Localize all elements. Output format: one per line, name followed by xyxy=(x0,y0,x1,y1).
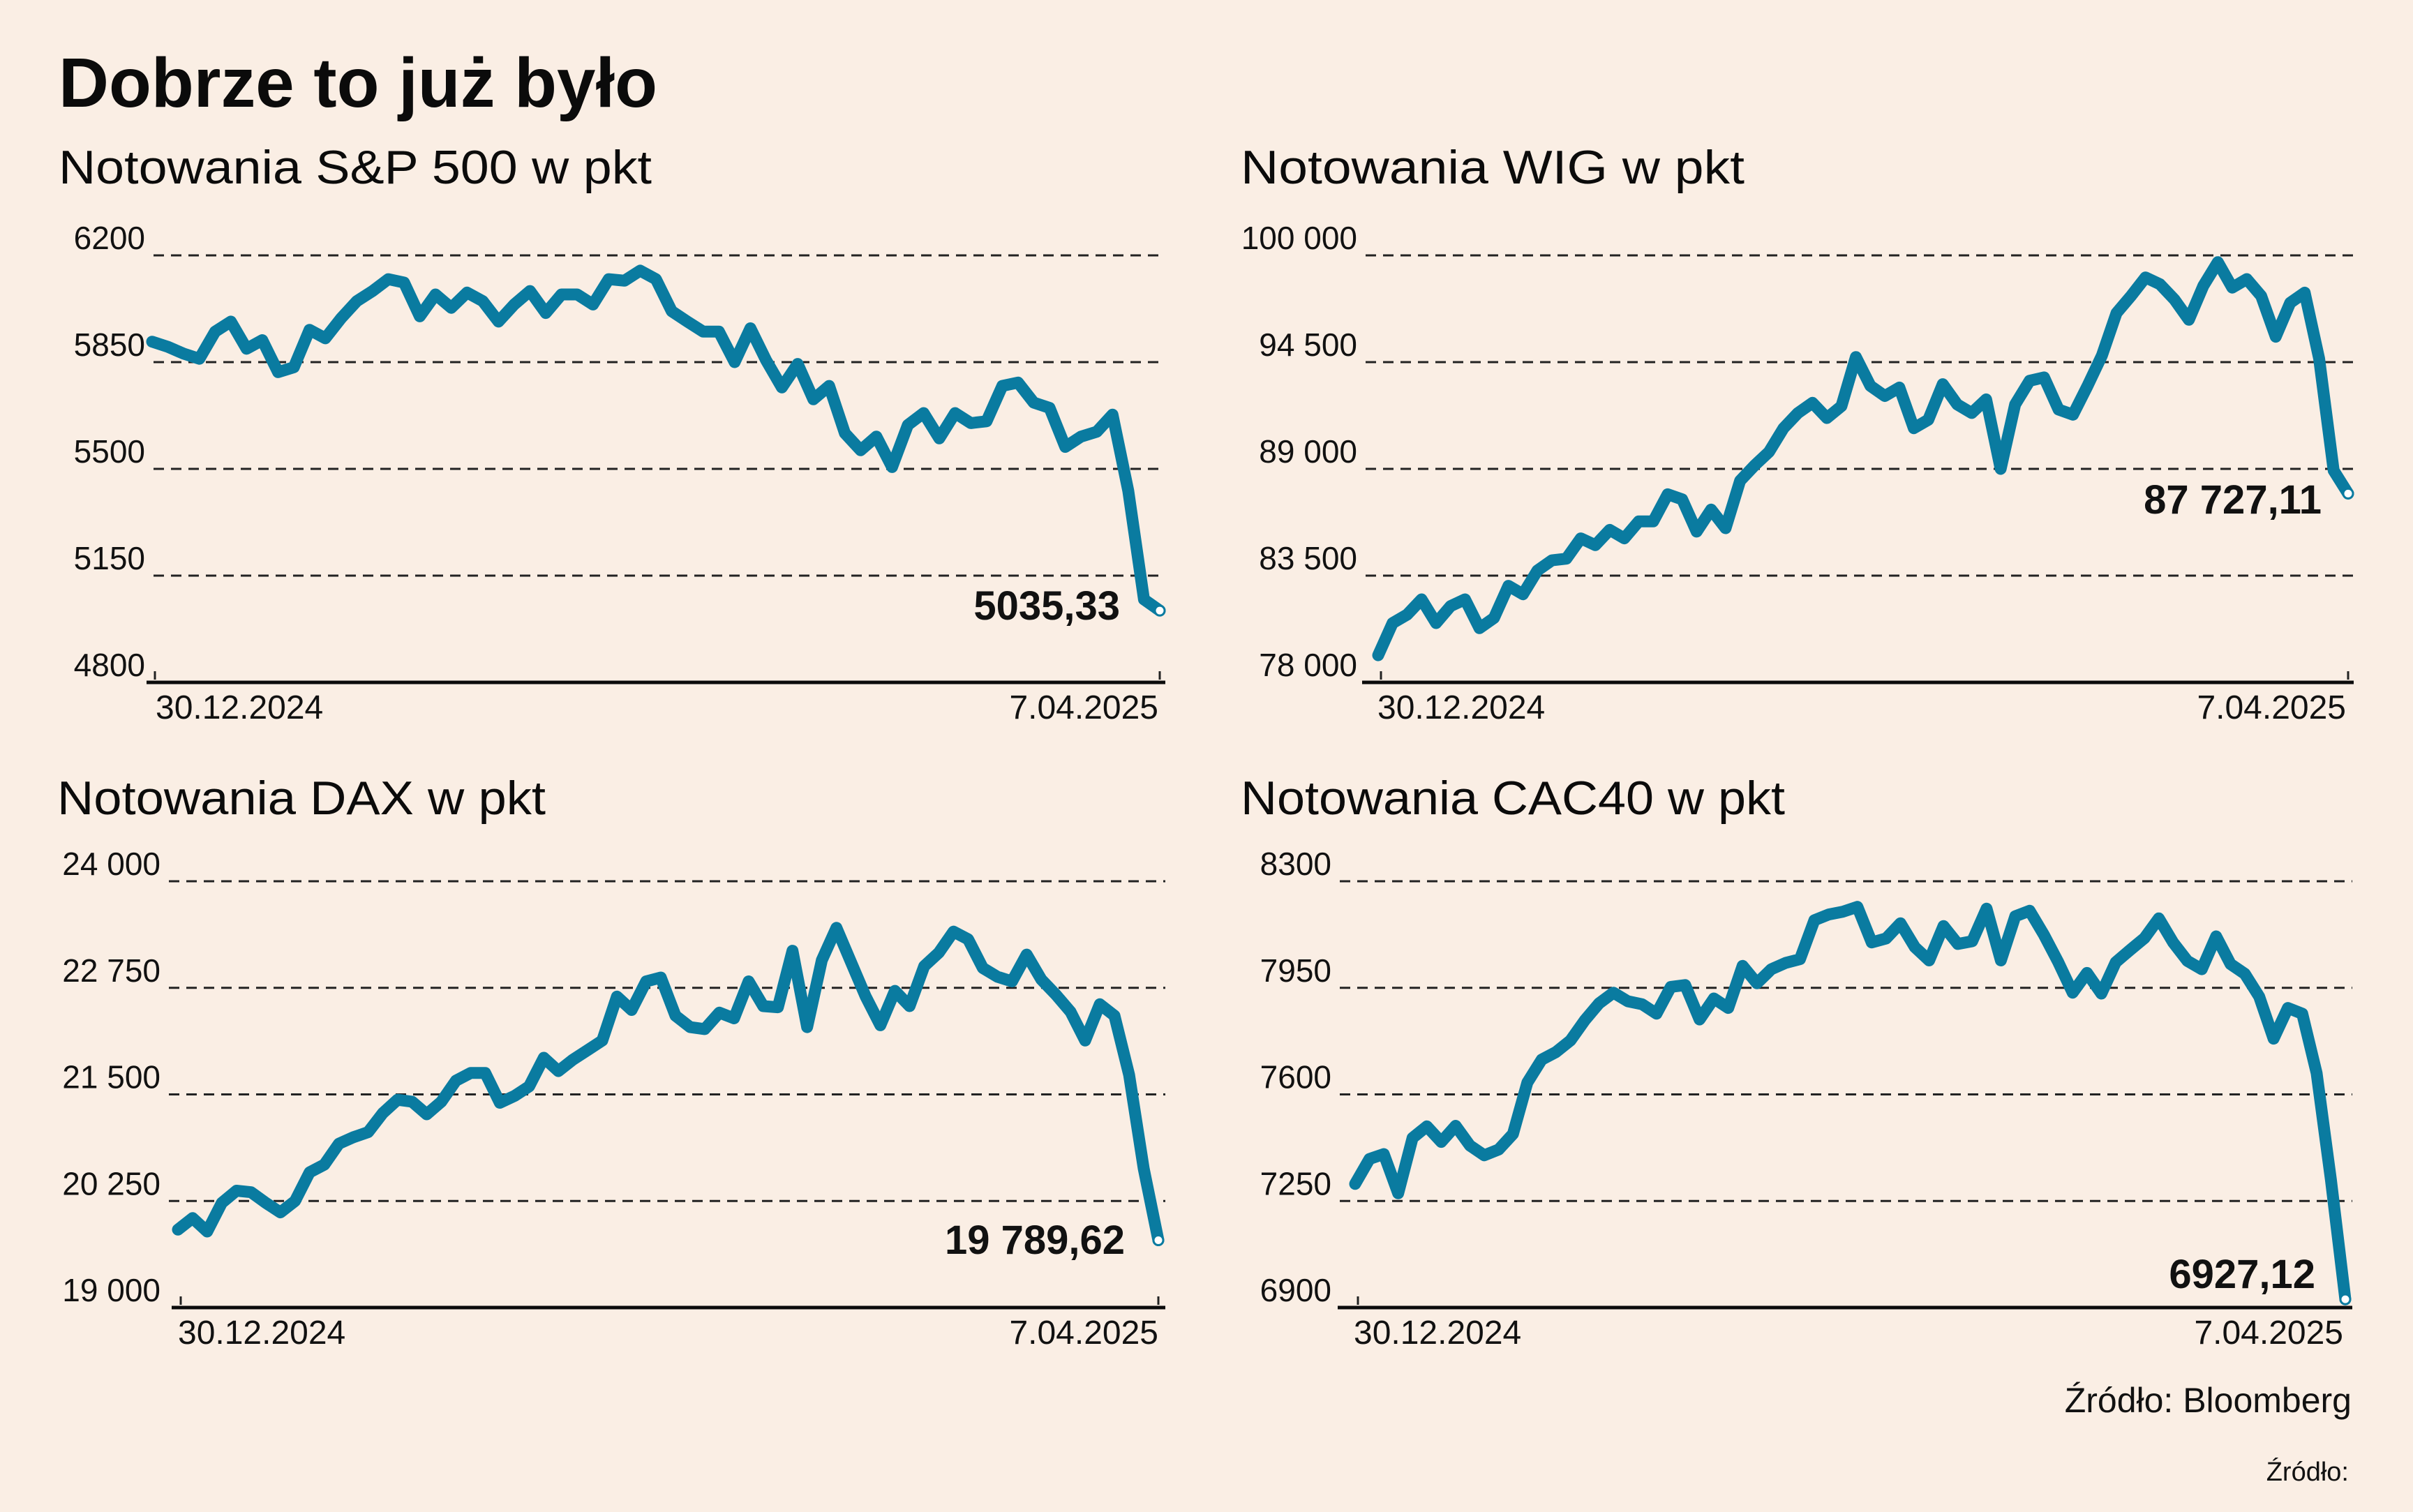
series-line xyxy=(146,264,1166,617)
chart-dax: Notowania DAX w pkt 24 000 22 750 21 500 20 … xyxy=(57,772,1165,1352)
last-value-label: 87 727,11 xyxy=(2144,477,2322,523)
y-tick-label: 8300 xyxy=(1260,846,1331,882)
x-label-start: 30.12.2024 xyxy=(178,1315,345,1352)
chart-title: Notowania WIG w pkt xyxy=(1241,141,1745,194)
last-point-marker xyxy=(2342,487,2354,500)
y-tick-label: 7250 xyxy=(1260,1165,1331,1202)
y-tick-label: 20 250 xyxy=(62,1165,160,1202)
y-tick-label: 6200 xyxy=(74,220,145,256)
chart-sp500: Notowania S&P 500 w pkt 6200 5850 5500 5150 4… xyxy=(59,141,1166,726)
series-line xyxy=(1372,256,2354,661)
source-footer: Źródło: xyxy=(2266,1457,2349,1487)
chart-title: Notowania DAX w pkt xyxy=(57,772,546,825)
x-label-start: 30.12.2024 xyxy=(1377,689,1545,726)
x-label-start: 30.12.2024 xyxy=(1354,1315,1521,1352)
last-point-marker xyxy=(1153,604,1166,617)
y-tick-label: 5850 xyxy=(74,327,145,363)
y-tick-label: 100 000 xyxy=(1241,220,1357,256)
y-tick-label: 4800 xyxy=(74,647,145,683)
y-tick-label: 5500 xyxy=(74,433,145,470)
y-tick-label: 7950 xyxy=(1260,952,1331,989)
last-value-label: 19 789,62 xyxy=(945,1218,1125,1263)
last-point-marker xyxy=(1152,1234,1165,1247)
y-tick-label: 19 000 xyxy=(62,1272,160,1308)
x-label-end: 7.04.2025 xyxy=(2194,1315,2343,1352)
y-tick-label: 22 750 xyxy=(62,952,160,989)
main-title: Dobrze to już było xyxy=(59,44,657,122)
chart-title: Notowania S&P 500 w pkt xyxy=(59,141,652,194)
series-line xyxy=(172,922,1165,1246)
y-tick-label: 21 500 xyxy=(62,1059,160,1095)
last-value-label: 6927,12 xyxy=(2169,1252,2315,1297)
source-note: Źródło: Bloomberg xyxy=(2065,1381,2352,1420)
y-tick-label: 94 500 xyxy=(1259,327,1357,363)
y-tick-label: 78 000 xyxy=(1259,647,1357,683)
series-line xyxy=(1349,901,2352,1305)
x-label-start: 30.12.2024 xyxy=(156,689,323,726)
chart-wig: Notowania WIG w pkt 100 000 94 500 89 000 83… xyxy=(1241,141,2354,726)
x-label-end: 7.04.2025 xyxy=(1009,1315,1158,1352)
y-tick-label: 24 000 xyxy=(62,846,160,882)
chart-cac40: Notowania CAC40 w pkt 8300 7950 7600 7250 690… xyxy=(1241,772,2352,1352)
x-label-end: 7.04.2025 xyxy=(2197,689,2346,726)
y-tick-label: 6900 xyxy=(1260,1272,1331,1308)
y-tick-label: 7600 xyxy=(1260,1059,1331,1095)
y-tick-label: 83 500 xyxy=(1259,540,1357,576)
y-tick-label: 5150 xyxy=(74,540,145,576)
last-point-marker xyxy=(2339,1293,2352,1305)
last-value-label: 5035,33 xyxy=(973,583,1120,629)
x-label-end: 7.04.2025 xyxy=(1009,689,1158,726)
y-tick-label: 89 000 xyxy=(1259,433,1357,470)
chart-title: Notowania CAC40 w pkt xyxy=(1241,772,1785,825)
